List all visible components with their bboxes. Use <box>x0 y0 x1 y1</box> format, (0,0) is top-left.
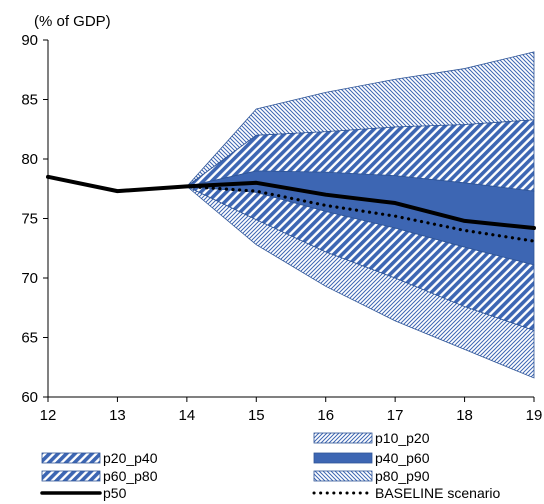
x-ticks: 12 13 14 15 16 17 18 19 <box>40 397 543 424</box>
line-baseline-scenario <box>185 184 536 243</box>
legend-swatch <box>313 452 373 464</box>
legend-item-p80-p90: p80_p90 <box>313 468 430 484</box>
legend-label: p60_p80 <box>103 468 158 484</box>
legend-swatch <box>41 470 101 482</box>
legend-swatch <box>313 470 373 482</box>
legend-label: p10_p20 <box>375 430 430 446</box>
y-axis-label: (% of GDP) <box>34 13 111 30</box>
y-tick-label: 75 <box>21 211 38 228</box>
legend-swatch <box>41 452 101 464</box>
legend-label: p40_p60 <box>375 450 430 466</box>
line-p50 <box>46 174 536 231</box>
legend-label: p50 <box>103 485 127 501</box>
x-tick-label: 17 <box>387 407 404 424</box>
y-tick-label: 70 <box>21 270 38 287</box>
legend-item-p10-p20: p10_p20 <box>313 430 430 446</box>
fan-bands <box>186 51 535 379</box>
x-tick-label: 12 <box>40 407 57 424</box>
legend-item-p20-p40: p20_p40 <box>41 450 158 466</box>
y-tick-label: 90 <box>21 32 38 49</box>
legend-item-p60-p80: p60_p80 <box>41 468 158 484</box>
y-tick-label: 85 <box>21 92 38 109</box>
fan-lines <box>46 174 536 243</box>
legend-item-p40-p60: p40_p60 <box>313 450 430 466</box>
legend-swatch <box>313 432 373 444</box>
legend-item-baseline: BASELINE scenario <box>312 485 500 501</box>
legend-label: BASELINE scenario <box>375 485 500 501</box>
y-ticks: 60 65 70 75 80 85 90 <box>21 32 48 406</box>
legend-item-p50: p50 <box>40 485 127 501</box>
legend-label: p20_p40 <box>103 450 158 466</box>
x-tick-label: 16 <box>317 407 334 424</box>
x-tick-label: 14 <box>179 407 196 424</box>
legend-label: p80_p90 <box>375 468 430 484</box>
axes: 60 65 70 75 80 85 90 12 13 14 15 16 17 18 19 <box>21 32 542 424</box>
y-tick-label: 60 <box>21 389 38 406</box>
y-tick-label: 80 <box>21 151 38 168</box>
band-p80-p90 <box>186 51 535 187</box>
x-tick-label: 15 <box>248 407 265 424</box>
y-tick-label: 65 <box>21 330 38 347</box>
x-tick-label: 13 <box>109 407 126 424</box>
legend: p10_p20 p20_p40 p40_p60 p60_p80 p80_p90 p50 BA… <box>40 430 500 501</box>
x-tick-label: 18 <box>456 407 473 424</box>
x-tick-label: 19 <box>526 407 543 424</box>
